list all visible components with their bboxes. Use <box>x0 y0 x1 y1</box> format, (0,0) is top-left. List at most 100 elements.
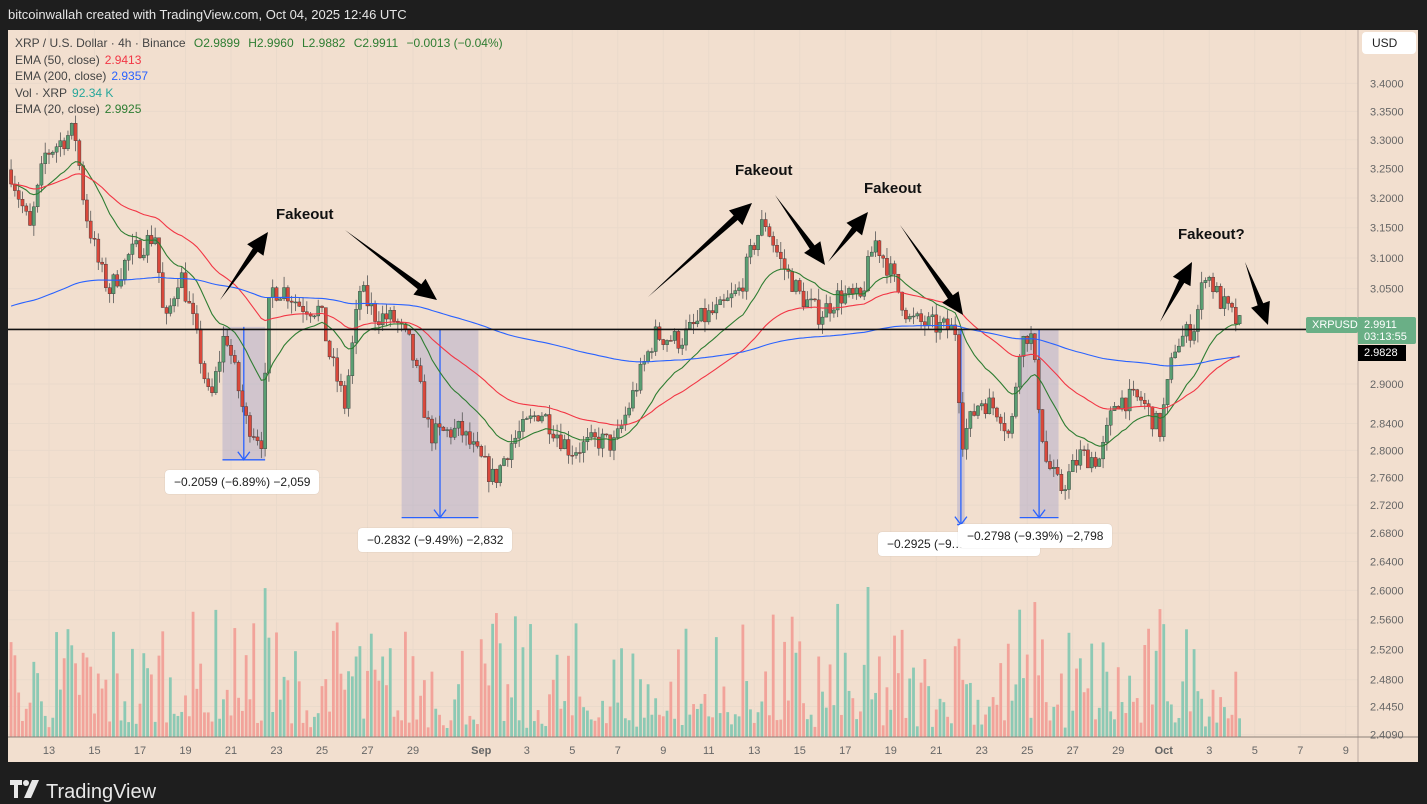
candle <box>183 272 188 302</box>
volume-bar <box>802 703 805 737</box>
time-tick-label: 3 <box>1206 745 1212 757</box>
volume-bar <box>248 699 252 737</box>
candle <box>699 308 703 322</box>
time-tick-label: 7 <box>615 745 621 757</box>
candle <box>676 331 681 349</box>
currency-button[interactable]: USD <box>1362 32 1416 54</box>
candle <box>365 285 370 307</box>
ema200-label[interactable]: EMA (200, close) <box>15 69 107 83</box>
candle <box>123 259 127 280</box>
candle <box>81 165 85 201</box>
volume-bar <box>214 609 218 737</box>
candle <box>1014 386 1018 417</box>
candle <box>881 255 885 259</box>
candle <box>176 287 180 299</box>
price-tick-label: 2.8400 <box>1370 419 1404 431</box>
volume-bar <box>1154 650 1158 737</box>
volume-bar <box>142 653 146 737</box>
candle <box>839 290 844 304</box>
chart-panel[interactable]: 3.4000 3.3500 3.3000 3.2500 3.2000 3.1500 3.10… <box>8 30 1418 762</box>
fakeout-label[interactable]: Fakeout <box>864 180 922 197</box>
price-chart[interactable]: 3.4000 3.3500 3.3000 3.2500 3.2000 3.1500 3.10… <box>8 30 1418 762</box>
candle <box>1150 406 1155 430</box>
candle <box>1017 356 1022 388</box>
volume-bar <box>900 629 904 737</box>
volume-bar <box>718 713 722 737</box>
candle <box>16 190 21 200</box>
price-tick-label: 3.3000 <box>1370 135 1404 147</box>
volume-bar <box>180 711 184 737</box>
candle <box>1188 324 1193 341</box>
volume-bar <box>760 701 764 737</box>
candle <box>942 318 946 323</box>
volume-bar <box>96 673 100 737</box>
candle <box>335 357 339 382</box>
volume-bar <box>991 697 995 737</box>
candle <box>1067 471 1071 490</box>
volume-bar <box>548 694 551 737</box>
candle <box>631 390 635 409</box>
volume-bar <box>1230 714 1234 737</box>
volume-bar <box>282 676 286 737</box>
fakeout-label[interactable]: Fakeout <box>735 162 793 179</box>
time-tick-label: 23 <box>976 745 988 757</box>
candle <box>1089 457 1094 469</box>
ema50-label[interactable]: EMA (50, close) <box>15 52 100 67</box>
volume-bar <box>1128 675 1132 737</box>
volume-bar <box>373 669 377 737</box>
fakeout-label[interactable]: Fakeout? <box>1178 226 1245 243</box>
candle <box>657 326 662 340</box>
measure-label[interactable]: −0.2832 (−9.49%) −2,832 <box>358 528 513 552</box>
candle <box>157 237 161 273</box>
candle <box>251 436 256 438</box>
candle <box>342 385 347 409</box>
candle <box>1131 388 1136 391</box>
volume-bar <box>1075 668 1078 737</box>
legend-symbol-row: XRP / U.S. Dollar · 4h · Binance O2.9899… <box>15 35 508 52</box>
candle <box>543 414 548 417</box>
measure-label[interactable]: −0.2798 (−9.39%) −2,798 <box>958 524 1113 548</box>
volume-bar <box>218 718 222 737</box>
candle <box>600 433 605 449</box>
candle <box>88 220 93 239</box>
candle <box>638 363 643 391</box>
candle <box>312 315 317 318</box>
candle <box>62 140 66 150</box>
volume-bar <box>984 714 987 737</box>
last-price: 2.9911 <box>1364 319 1397 331</box>
volume-bar <box>745 681 749 737</box>
measure-label[interactable]: −0.2059 (−6.89%) −2,059 <box>165 470 320 494</box>
volume-bar <box>877 656 881 737</box>
time-tick-label: 11 <box>703 745 714 757</box>
candle <box>255 436 260 441</box>
volume-label[interactable]: Vol · XRP <box>15 85 68 100</box>
candle <box>1044 441 1049 462</box>
candle <box>214 371 218 393</box>
volume-bar <box>976 699 980 737</box>
volume-bar <box>813 726 817 737</box>
volume-bar <box>737 716 741 737</box>
fakeout-label[interactable]: Fakeout <box>276 206 334 223</box>
time-tick-label: 5 <box>1252 745 1258 757</box>
volume-bar <box>658 714 661 737</box>
candle <box>771 236 776 246</box>
volume-bar <box>430 671 434 737</box>
symbol-title[interactable]: XRP / U.S. Dollar · 4h · Binance <box>15 36 186 50</box>
candle <box>748 245 753 258</box>
candle <box>1048 461 1052 469</box>
volume-bar <box>1052 706 1056 737</box>
candle <box>797 280 802 292</box>
candle <box>244 406 248 416</box>
volume-bar <box>510 697 513 737</box>
volume-bar <box>252 623 256 737</box>
candle <box>1203 280 1208 283</box>
volume-bar <box>908 678 912 737</box>
candle <box>85 199 89 222</box>
volume-bar <box>946 716 950 737</box>
volume-bar <box>601 700 604 737</box>
candle <box>1154 412 1158 430</box>
candle <box>820 316 825 325</box>
ema20-label[interactable]: EMA (20, close) <box>15 102 100 116</box>
volume-bar <box>851 698 855 737</box>
volume-bar <box>495 613 498 737</box>
